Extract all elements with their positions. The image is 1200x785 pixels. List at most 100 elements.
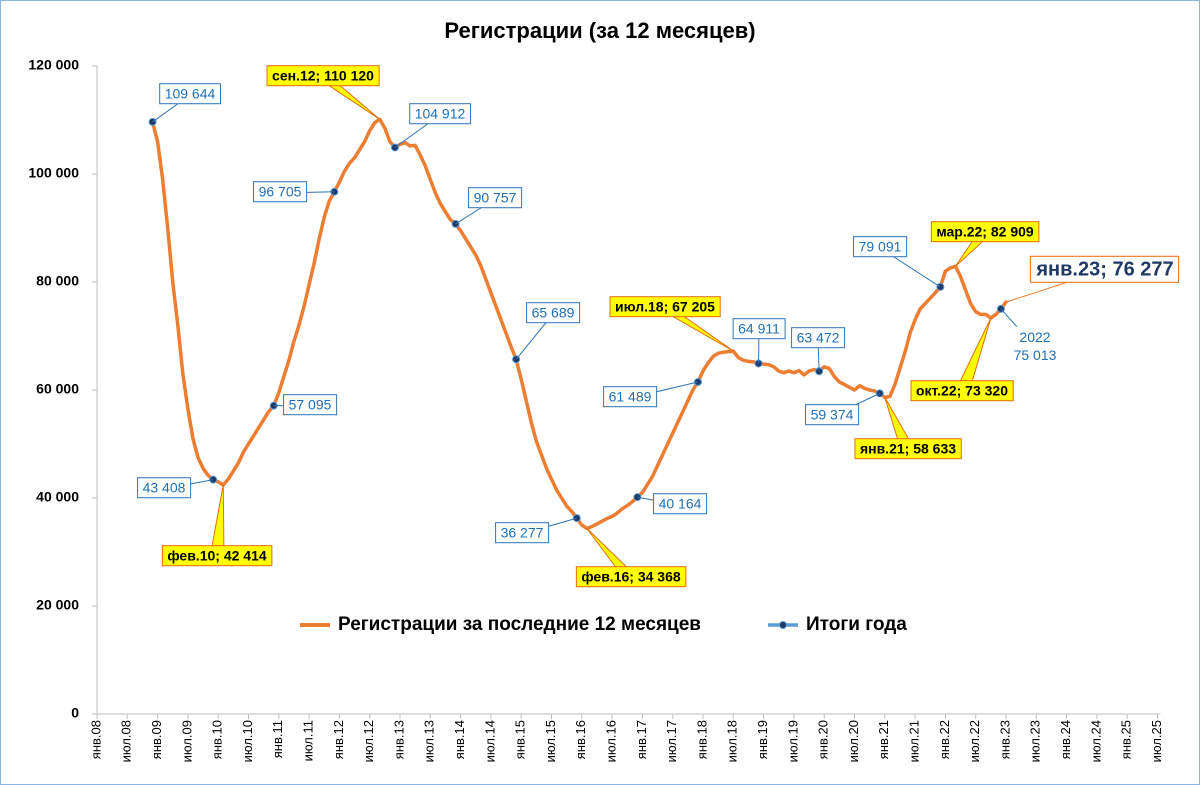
x-tick-label: июл.10: [240, 720, 255, 762]
y-tick-label: 100 000: [28, 165, 79, 181]
x-tick-label: янв.14: [452, 720, 467, 759]
x-tick-label: июл.15: [543, 720, 558, 762]
data-label: 90 757: [474, 190, 517, 206]
callout: 2022 75 013: [1000, 308, 1062, 365]
data-label: янв.23; 76 277: [1035, 258, 1173, 280]
x-tick-label: июл.09: [179, 720, 194, 762]
callout-box: [575, 566, 687, 588]
x-tick-label: янв.09: [149, 720, 164, 759]
callout: фев.10; 42 414: [161, 484, 273, 567]
data-label: 2022 75 013: [1014, 329, 1057, 363]
x-tick-label: июл.25: [1149, 720, 1164, 762]
x-tick-label: янв.15: [513, 720, 528, 759]
x-tick-label: июл.08: [119, 720, 134, 762]
data-label: сен.12; 110 120: [272, 68, 374, 84]
callout: 57 095: [273, 394, 338, 416]
x-tick-label: июл.21: [907, 720, 922, 762]
data-label: 96 705: [259, 184, 302, 200]
x-tick-label: янв.24: [1058, 720, 1073, 759]
x-tick-label: янв.20: [816, 720, 831, 759]
callout-box: [1029, 255, 1180, 283]
callout: 65 689: [515, 302, 581, 360]
callout: 96 705: [253, 181, 335, 203]
callout: 40 164: [637, 493, 708, 515]
data-label: 40 164: [659, 496, 702, 512]
x-tick-label: июл.24: [1088, 720, 1103, 762]
legend-label: Итоги года: [806, 614, 907, 635]
data-label: 65 689: [532, 305, 575, 321]
data-label: 59 374: [811, 407, 854, 423]
callout-box: [495, 522, 550, 544]
callout-box: [159, 83, 222, 105]
callout-box: [468, 187, 523, 209]
callout-box: [910, 380, 1014, 402]
x-tick-label: июл.11: [301, 720, 316, 761]
y-tick-label: 40 000: [36, 489, 79, 505]
legend-label: Регистрации за последние 12 месяцев: [338, 614, 701, 635]
data-label: окт.22; 73 320: [916, 383, 1008, 399]
data-label: янв.21; 58 633: [860, 441, 956, 457]
callout: 64 911: [732, 318, 786, 364]
callout-box: [266, 65, 380, 87]
data-label: 64 911: [738, 321, 780, 337]
x-tick-label: янв.23: [997, 720, 1012, 759]
x-tick-label: июл.12: [361, 720, 376, 762]
x-tick-label: июл.13: [422, 720, 437, 762]
callout: сен.12; 110 120: [266, 65, 381, 120]
data-label: мар.22; 82 909: [936, 224, 1034, 240]
x-tick-label: янв.22: [937, 720, 952, 759]
callout-box: [137, 477, 192, 499]
callout: мар.22; 82 909: [930, 221, 1040, 267]
callout: янв.21; 58 633: [854, 397, 962, 460]
callout-box: [609, 296, 721, 318]
y-tick-label: 0: [71, 705, 79, 721]
callout: 63 472: [791, 327, 846, 372]
x-tick-label: июл.20: [846, 720, 861, 762]
callout-box: [1008, 326, 1062, 365]
x-tick-label: янв.16: [573, 720, 588, 759]
x-tick-label: янв.10: [210, 720, 225, 759]
callout: 61 489: [603, 381, 699, 408]
series-line: [150, 117, 1008, 531]
x-tick-label: янв.21: [876, 720, 891, 759]
callout-box: [161, 545, 273, 567]
x-tick-label: янв.18: [694, 720, 709, 759]
y-tick-label: 20 000: [36, 597, 79, 613]
data-label: 104 912: [415, 106, 466, 122]
data-label: 43 408: [143, 480, 186, 496]
callout-box: [930, 221, 1040, 243]
callout-box: [603, 386, 658, 408]
callout-box: [409, 103, 472, 125]
x-tick-label: июл.23: [1028, 720, 1043, 762]
data-label: 36 277: [501, 525, 544, 541]
x-tick-label: янв.25: [1119, 720, 1134, 759]
callout-box: [805, 404, 860, 426]
x-tick-label: янв.17: [634, 720, 649, 759]
x-tick-label: янв.12: [331, 720, 346, 759]
callout: 90 757: [455, 187, 523, 225]
y-tick-label: 80 000: [36, 273, 79, 289]
y-tick-label: 60 000: [36, 381, 79, 397]
x-tick-label: июл.19: [785, 720, 800, 762]
callout: 59 374: [805, 392, 880, 426]
data-label: 61 489: [609, 389, 652, 405]
x-tick-label: июл.18: [725, 720, 740, 762]
data-label: 57 095: [289, 397, 332, 413]
callout-box: [653, 493, 708, 515]
chart-title: Регистрации (за 12 месяцев): [444, 18, 755, 43]
callout: 104 912: [394, 103, 472, 148]
x-tick-label: июл.22: [967, 720, 982, 762]
data-label: 63 472: [797, 330, 840, 346]
callout: 36 277: [495, 517, 577, 544]
callout: окт.22; 73 320: [910, 317, 1014, 402]
data-label: 79 091: [859, 239, 902, 255]
callout-box: [732, 318, 786, 340]
x-tick-label: янв.11: [270, 720, 285, 758]
data-label: фев.10; 42 414: [167, 548, 267, 564]
x-tick-label: янв.13: [391, 720, 406, 759]
callout: 43 408: [137, 477, 214, 499]
callout: фев.16; 34 368: [575, 528, 687, 588]
callout: 109 644: [152, 83, 222, 123]
x-tick-label: июл.17: [664, 720, 679, 762]
